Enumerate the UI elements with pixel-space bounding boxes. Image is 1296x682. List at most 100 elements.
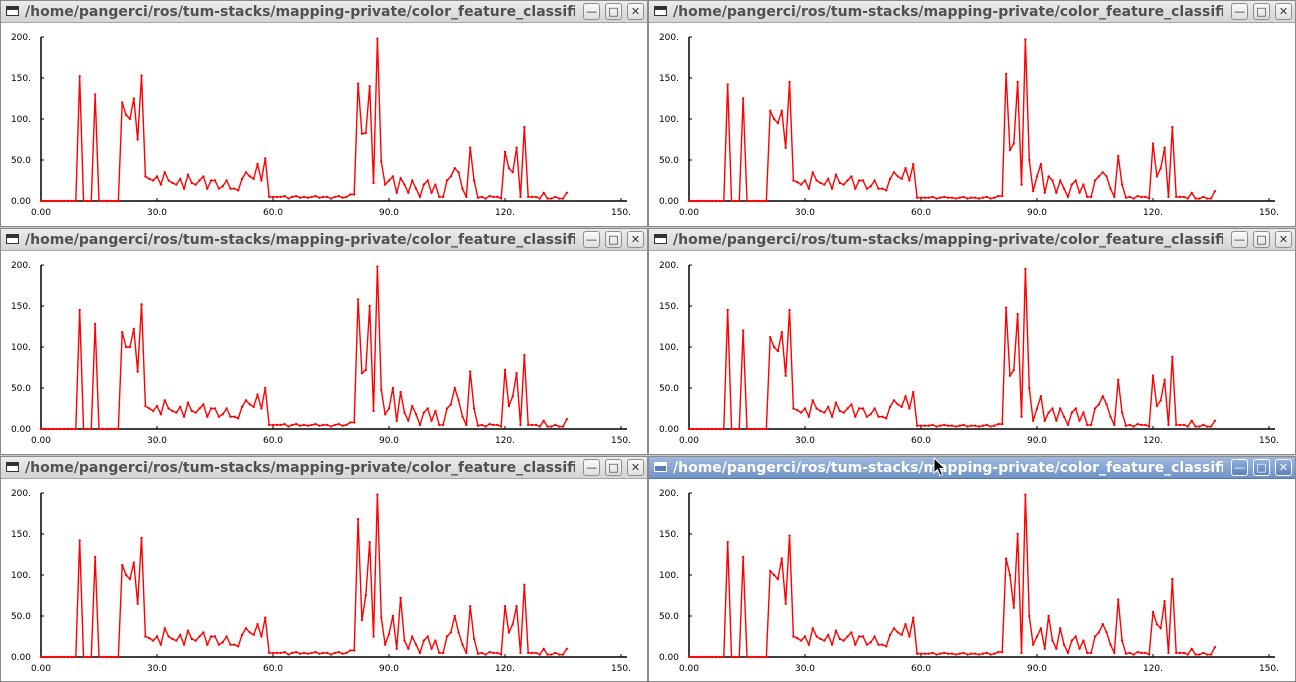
minimize-button[interactable]: —	[583, 459, 600, 476]
data-point	[298, 652, 302, 655]
maximize-button[interactable]: □	[1253, 231, 1270, 248]
window-menu-icon[interactable]	[6, 462, 19, 472]
plot-window-2[interactable]: /home/pangerci/ros/tum-stacks/mapping-pr…	[648, 0, 1296, 227]
data-point	[202, 631, 205, 634]
y-tick-label: 150.	[659, 530, 679, 540]
data-point	[888, 633, 892, 637]
data-point	[865, 643, 869, 646]
data-point	[691, 199, 695, 203]
minimize-button[interactable]: —	[1231, 231, 1248, 248]
plot-window-5[interactable]: /home/pangerci/ros/tum-stacks/mapping-pr…	[0, 456, 648, 682]
title-bar[interactable]: /home/pangerci/ros/tum-stacks/mapping-pr…	[1, 1, 647, 23]
maximize-button[interactable]: □	[1253, 3, 1270, 20]
data-point	[445, 635, 449, 638]
maximize-icon: □	[1256, 5, 1267, 18]
minimize-button[interactable]: —	[1231, 3, 1248, 20]
data-point	[167, 635, 170, 638]
data-point	[395, 191, 398, 194]
data-point	[465, 651, 468, 655]
data-point	[989, 197, 992, 200]
data-point	[819, 637, 822, 641]
maximize-button[interactable]: □	[605, 459, 622, 476]
window-menu-icon[interactable]	[654, 234, 667, 244]
data-point	[337, 422, 340, 426]
window-menu-icon[interactable]	[654, 6, 667, 16]
close-button[interactable]: ✕	[627, 3, 644, 20]
data-point	[1155, 623, 1159, 626]
data-point	[399, 176, 402, 180]
window-menu-icon[interactable]	[6, 234, 19, 244]
maximize-button[interactable]: □	[605, 231, 622, 248]
data-point	[885, 417, 888, 420]
minimize-button[interactable]: —	[583, 231, 600, 248]
data-point	[954, 197, 957, 200]
data-point	[861, 407, 865, 410]
data-point	[896, 403, 899, 406]
data-point	[233, 643, 236, 646]
data-point	[973, 424, 977, 427]
data-point	[515, 604, 518, 608]
data-point	[411, 179, 414, 182]
data-point	[1047, 614, 1050, 618]
data-point	[1124, 196, 1128, 199]
data-point	[788, 80, 791, 84]
window-menu-icon[interactable]	[6, 6, 19, 16]
data-point	[939, 652, 942, 655]
data-point	[1194, 653, 1197, 656]
data-point	[792, 407, 795, 410]
close-button[interactable]: ✕	[627, 231, 644, 248]
data-point	[380, 388, 383, 391]
data-point	[1012, 606, 1015, 609]
data-point	[341, 652, 344, 655]
close-button[interactable]: ✕	[1275, 3, 1292, 20]
data-point	[306, 424, 309, 427]
maximize-button[interactable]: □	[605, 3, 622, 20]
plot-window-1[interactable]: /home/pangerci/ros/tum-stacks/mapping-pr…	[0, 0, 648, 227]
plot-window-3[interactable]: /home/pangerci/ros/tum-stacks/mapping-pr…	[0, 228, 648, 455]
title-bar[interactable]: /home/pangerci/ros/tum-stacks/mapping-pr…	[1, 229, 647, 251]
data-point	[66, 655, 70, 659]
minimize-icon: —	[586, 5, 597, 18]
data-point	[1186, 425, 1189, 428]
plot-window-6[interactable]: /home/pangerci/ros/tum-stacks/mapping-pr…	[648, 456, 1296, 682]
data-point	[1113, 423, 1116, 427]
data-point	[554, 651, 557, 655]
data-point	[337, 650, 340, 654]
close-button[interactable]: ✕	[1275, 459, 1292, 476]
data-point	[1082, 411, 1085, 414]
line-plot: 0.00 30.0 60.0 90.0 120. 150. 0.00 50.0 100. 150.…	[11, 33, 631, 218]
data-point	[943, 651, 946, 655]
title-bar[interactable]: /home/pangerci/ros/tum-stacks/mapping-pr…	[649, 1, 1295, 23]
data-point	[469, 604, 472, 608]
data-point	[175, 411, 178, 414]
close-button[interactable]: ✕	[1275, 231, 1292, 248]
minimize-button[interactable]: —	[583, 3, 600, 20]
data-point	[830, 415, 834, 418]
title-bar[interactable]: /home/pangerci/ros/tum-stacks/mapping-pr…	[1, 457, 647, 479]
title-bar[interactable]: /home/pangerci/ros/tum-stacks/mapping-pr…	[649, 457, 1295, 479]
data-point	[105, 199, 108, 203]
data-point	[561, 653, 565, 656]
data-point	[1178, 423, 1182, 427]
minimize-button[interactable]: —	[1231, 459, 1248, 476]
data-point	[422, 411, 425, 414]
data-point	[237, 645, 240, 648]
data-point	[364, 368, 367, 372]
data-point	[741, 555, 745, 559]
data-point	[838, 637, 841, 641]
plot-window-4[interactable]: /home/pangerci/ros/tum-stacks/mapping-pr…	[648, 228, 1296, 455]
data-point	[93, 322, 97, 326]
data-point	[1175, 195, 1178, 199]
window-menu-icon[interactable]	[654, 462, 667, 472]
data-point	[519, 195, 522, 199]
title-bar[interactable]: /home/pangerci/ros/tum-stacks/mapping-pr…	[649, 229, 1295, 251]
data-point	[167, 179, 170, 182]
data-point	[445, 407, 449, 410]
data-point	[1171, 126, 1174, 129]
data-point	[861, 179, 865, 182]
close-button[interactable]: ✕	[627, 459, 644, 476]
maximize-button[interactable]: □	[1253, 459, 1270, 476]
data-point	[314, 650, 317, 654]
data-point	[101, 427, 105, 431]
data-point	[426, 179, 429, 182]
